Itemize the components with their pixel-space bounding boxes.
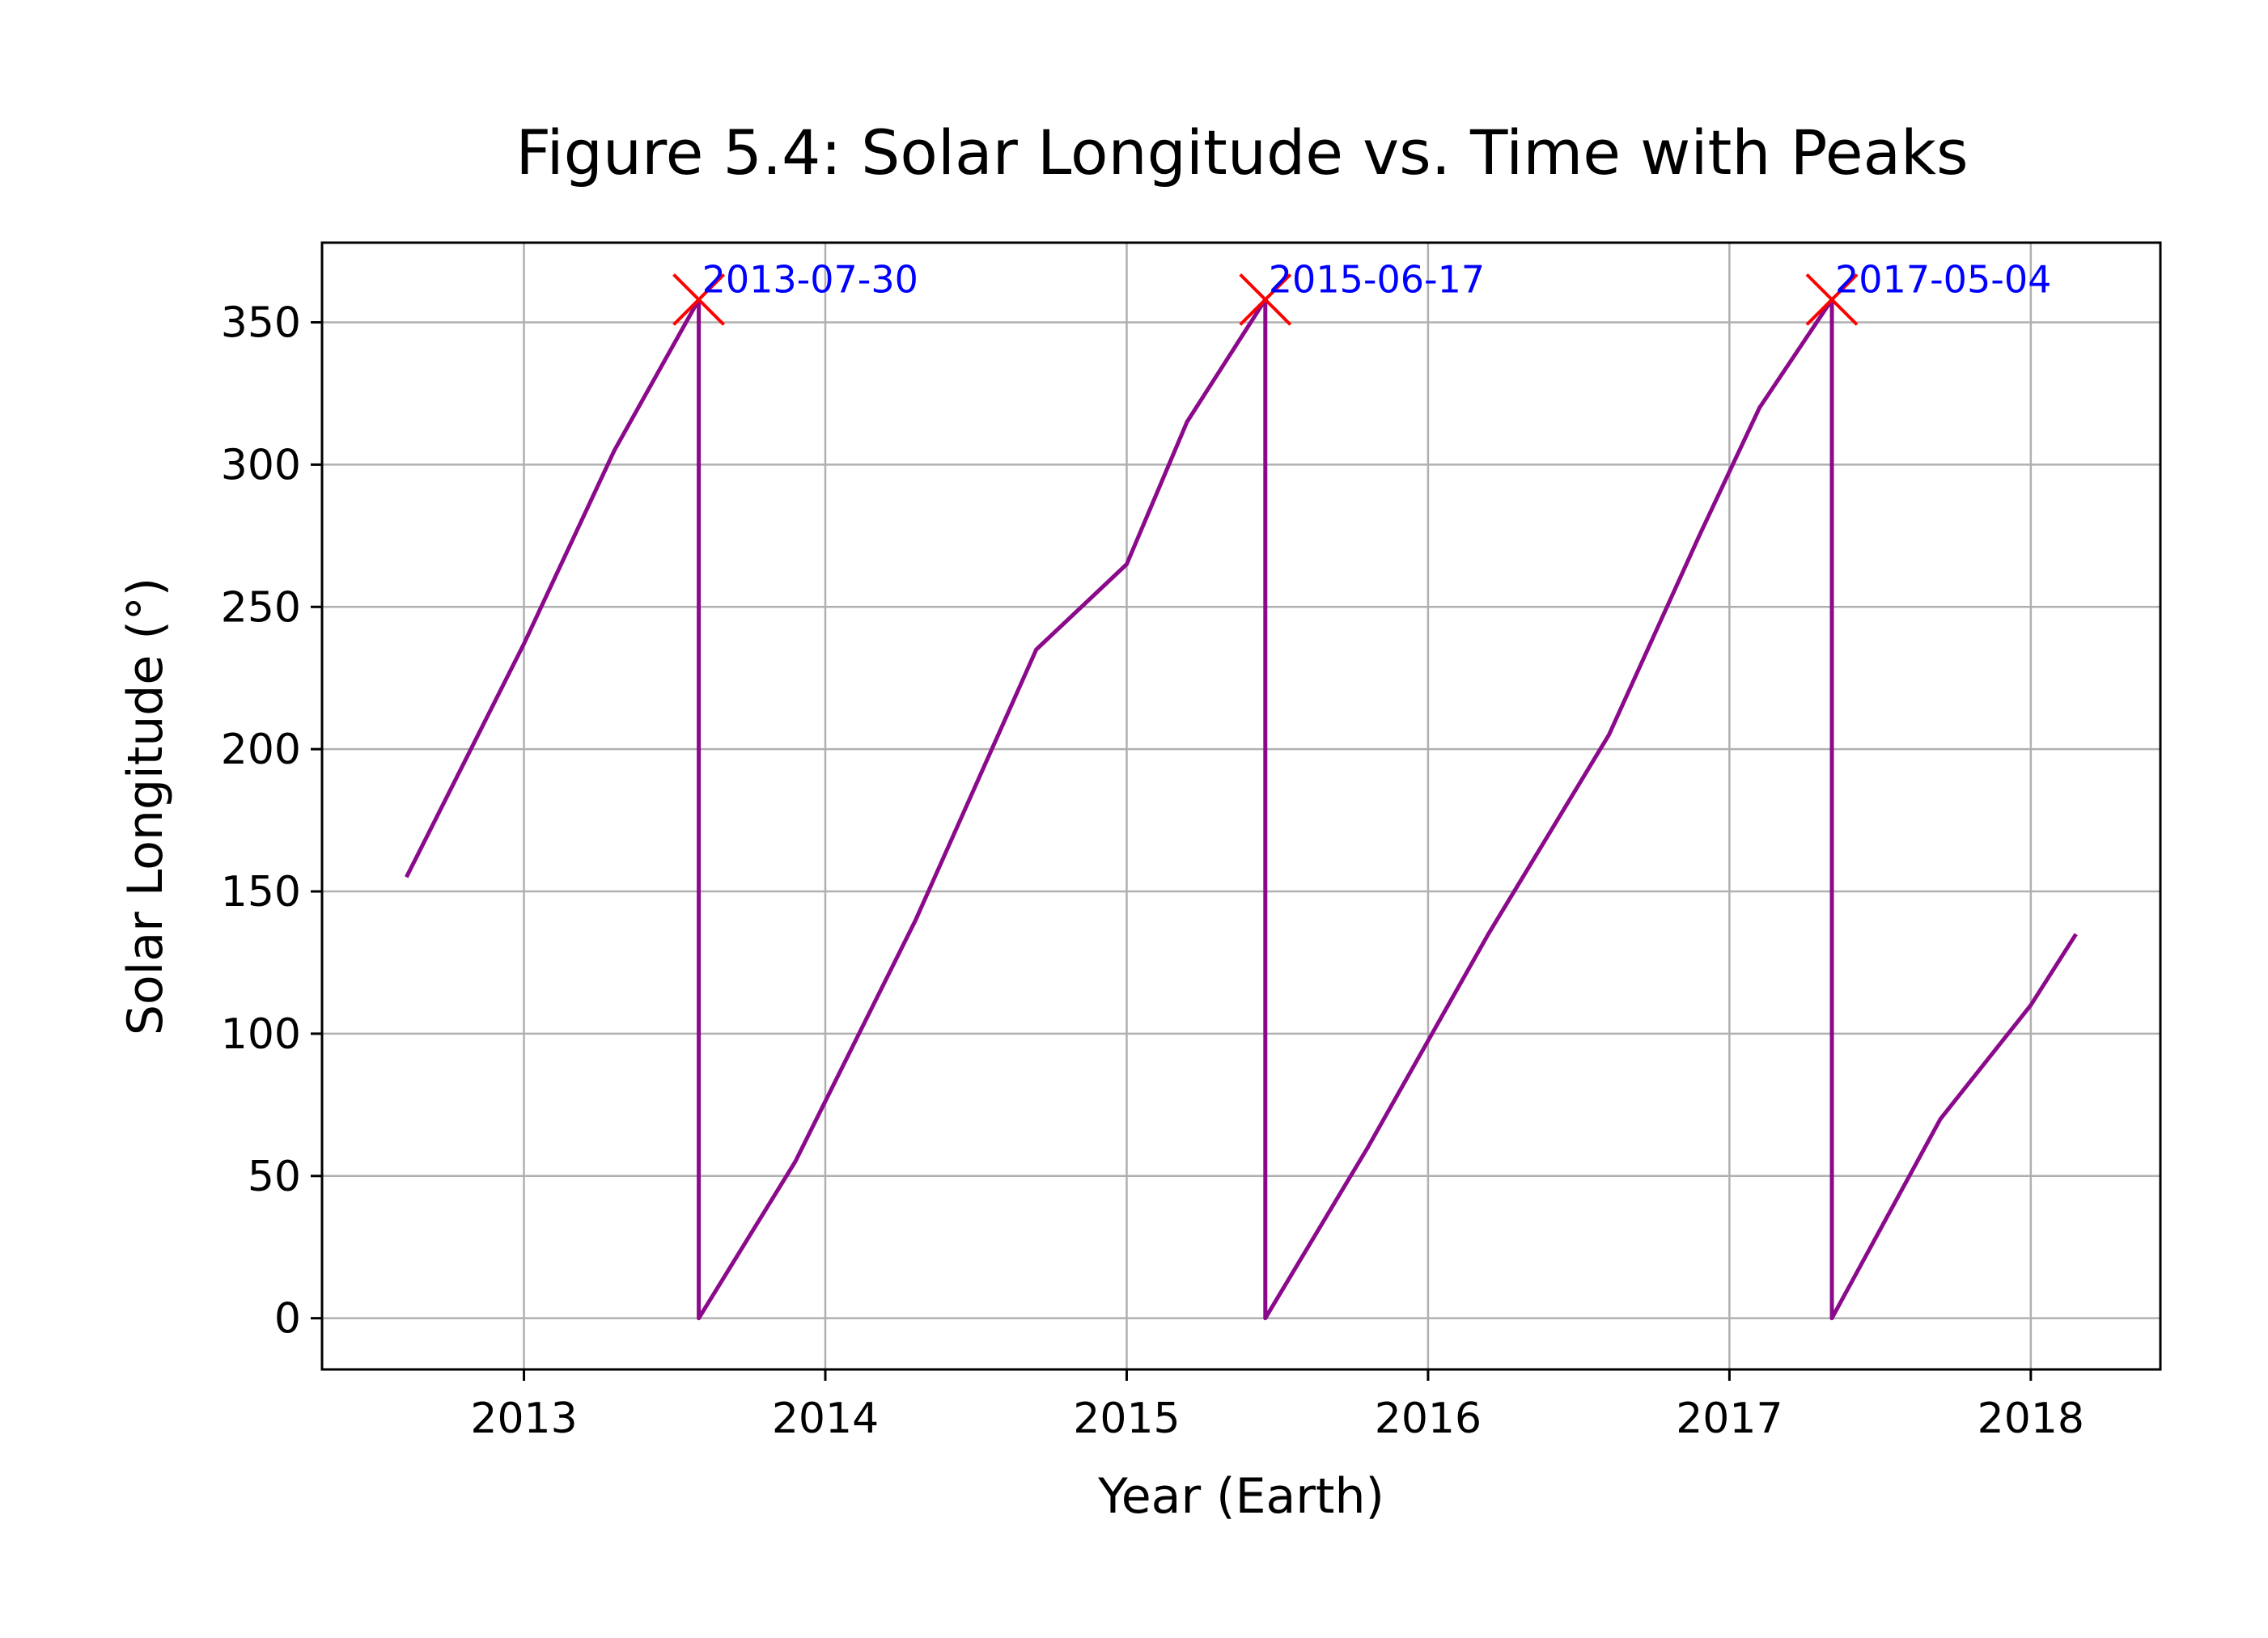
y-tick-label: 100: [221, 1010, 301, 1059]
x-tick-label: 2016: [1375, 1395, 1482, 1443]
chart-title: Figure 5.4: Solar Longitude vs. Time wit…: [515, 116, 1968, 188]
series-line: [405, 297, 2078, 1321]
y-tick-label: 200: [221, 726, 301, 774]
plot-frame: [320, 241, 2162, 1371]
y-tick-label: 350: [221, 298, 301, 347]
y-tick-label: 0: [274, 1295, 301, 1344]
x-tick-label: 2014: [772, 1395, 879, 1443]
peak-label: 2015-06-17: [1269, 257, 1485, 301]
x-tick-label: 2013: [470, 1395, 577, 1443]
peak-marker: [672, 273, 725, 326]
y-tick-label: 150: [221, 868, 301, 916]
x-axis: 2013 2014 2015 2016 2017 2018: [470, 1369, 2084, 1443]
peaks-layer: 2013-07-30 2015-06-17 2017-05-04: [672, 257, 2051, 326]
peak-label: 2013-07-30: [702, 257, 918, 301]
grid: [322, 243, 2160, 1369]
x-tick-label: 2017: [1676, 1395, 1783, 1443]
y-tick-label: 250: [221, 583, 301, 632]
peak-marker: [1239, 273, 1292, 326]
x-tick-label: 2018: [1978, 1395, 2084, 1443]
y-axis-label: Solar Longitude (°): [117, 578, 174, 1035]
x-axis-label: Year (Earth): [1097, 1468, 1384, 1525]
y-tick-label: 300: [221, 441, 301, 489]
y-tick-label: 50: [248, 1153, 301, 1201]
x-tick-label: 2015: [1073, 1395, 1180, 1443]
series-layer: [405, 297, 2078, 1321]
peak-label: 2017-05-04: [1835, 257, 2051, 301]
peak-marker: [1805, 273, 1859, 326]
y-axis: 0 50 100 150 200 250 300 350: [221, 298, 322, 1344]
